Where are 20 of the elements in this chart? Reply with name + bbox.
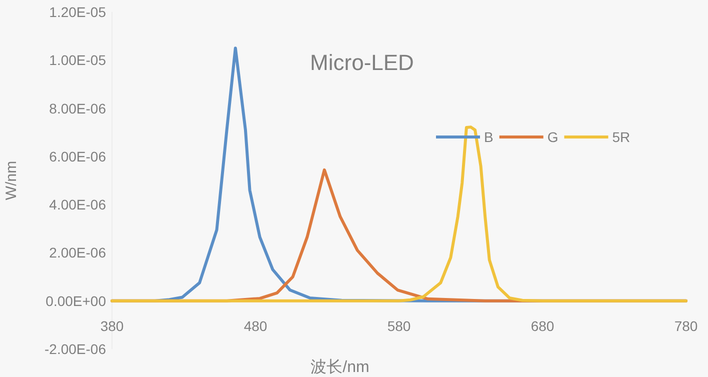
legend-label: 5R bbox=[612, 129, 630, 145]
x-axis-title: 波长/nm bbox=[310, 358, 370, 376]
y-tick-label: 0.00E+00 bbox=[46, 292, 106, 309]
y-tick-label: 1.00E-05 bbox=[49, 52, 106, 68]
y-tick-label: 6.00E-06 bbox=[49, 148, 106, 164]
legend-label: G bbox=[547, 129, 558, 145]
y-tick-label: 4.00E-06 bbox=[49, 196, 106, 213]
x-tick-label: 580 bbox=[387, 318, 411, 334]
y-tick-label: -2.00E-06 bbox=[44, 341, 106, 357]
y-tick-label: 8.00E-06 bbox=[49, 100, 106, 116]
line-series bbox=[110, 126, 688, 302]
y-tick-label: 2.00E-06 bbox=[49, 244, 106, 261]
legend-label: B bbox=[484, 129, 494, 145]
x-tick-label: 380 bbox=[100, 318, 124, 334]
x-tick-label: 480 bbox=[244, 318, 268, 334]
x-tick-label: 780 bbox=[674, 318, 698, 334]
x-tick-label: 680 bbox=[530, 318, 554, 334]
text: Micro-LED bbox=[310, 50, 414, 75]
y-axis-title: W/nm bbox=[3, 160, 20, 200]
y-tick-label: 1.20E-05 bbox=[49, 4, 106, 20]
